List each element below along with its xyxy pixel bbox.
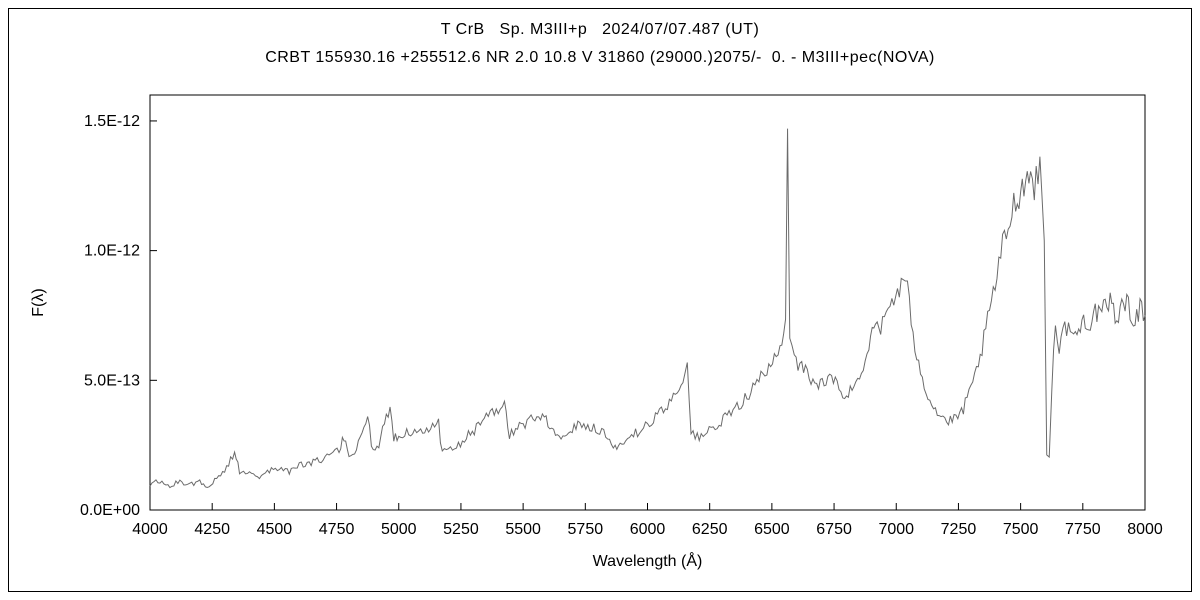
x-tick-label: 4250 — [194, 521, 230, 538]
title-line-1: T CrB Sp. M3III+p 2024/07/07.487 (UT) — [440, 21, 760, 38]
x-tick-label: 6250 — [692, 521, 728, 538]
x-axis-label: Wavelength (Å) — [593, 551, 703, 570]
x-tick-label: 6750 — [816, 521, 852, 538]
x-tick-label: 4750 — [319, 521, 355, 538]
x-tick-label: 5000 — [381, 521, 417, 538]
plot-border — [149, 94, 1146, 511]
x-tick-label: 7500 — [1003, 521, 1039, 538]
x-tick-label: 5250 — [443, 521, 479, 538]
x-tick-label: 4500 — [257, 521, 293, 538]
y-tick-label: 1.5E-12 — [84, 113, 140, 130]
x-tick-label: 8000 — [1127, 521, 1163, 538]
x-tick-label: 7250 — [941, 521, 977, 538]
y-axis-label: F(λ) — [30, 288, 47, 316]
x-tick-label: 7000 — [878, 521, 914, 538]
x-tick-label: 6000 — [630, 521, 666, 538]
y-tick-label: 0.0E+00 — [80, 502, 140, 519]
x-tick-label: 7750 — [1065, 521, 1101, 538]
x-tick-label: 5500 — [505, 521, 541, 538]
x-tick-label: 4000 — [132, 521, 168, 538]
spectrum-chart: 4000 4250 4500 4750 5000 5250 5500 5750 6000 6250… — [30, 94, 1163, 570]
spectrum-trace — [149, 128, 1146, 489]
y-tick-label: 5.0E-13 — [84, 372, 140, 389]
title-line-2: CRBT 155930.16 +255512.6 NR 2.0 10.8 V 3… — [265, 49, 935, 66]
x-tick-label: 6500 — [754, 521, 790, 538]
x-tick-label: 5750 — [568, 521, 604, 538]
figure-frame: T CrB Sp. M3III+p 2024/07/07.487 (UT) CR… — [8, 8, 1192, 592]
y-tick-label: 1.0E-12 — [84, 243, 140, 260]
